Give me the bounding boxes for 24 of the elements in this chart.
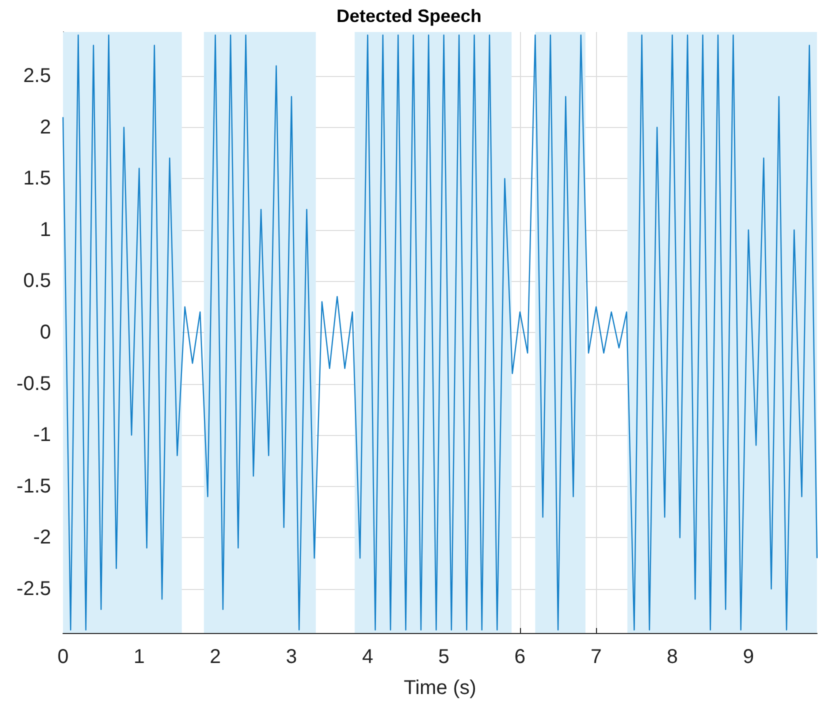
line-series <box>62 34 818 631</box>
y-tick-label: 1 <box>40 218 51 241</box>
y-tick-label: -0.5 <box>16 372 51 395</box>
y-tick-label: 0.5 <box>23 270 51 292</box>
y-tick-label: -2 <box>33 526 51 549</box>
y-tick-label: 0 <box>40 322 51 344</box>
x-tick-label: 1 <box>134 646 145 668</box>
chart-title: Detected Speech <box>336 6 482 26</box>
x-tick-label: 0 <box>57 646 69 668</box>
y-tick-label: 2 <box>40 116 51 138</box>
y-tick-label: -1.5 <box>16 475 51 498</box>
x-tick-label: 7 <box>590 646 602 668</box>
x-tick-label: 6 <box>514 646 526 668</box>
x-tick-label: 3 <box>286 646 298 668</box>
x-tick-label: 8 <box>666 646 678 668</box>
x-tick-label: 2 <box>210 646 221 668</box>
x-axis-title: Time (s) <box>404 677 476 699</box>
x-tick-label: 9 <box>742 646 754 668</box>
x-tick-label: 4 <box>362 646 374 668</box>
y-tick-label: 2.5 <box>23 65 51 88</box>
x-tick-label: 5 <box>438 646 450 668</box>
y-tick-label: -1 <box>33 424 51 446</box>
y-tick-label: 1.5 <box>23 168 51 190</box>
y-tick-label: -2.5 <box>16 578 51 600</box>
